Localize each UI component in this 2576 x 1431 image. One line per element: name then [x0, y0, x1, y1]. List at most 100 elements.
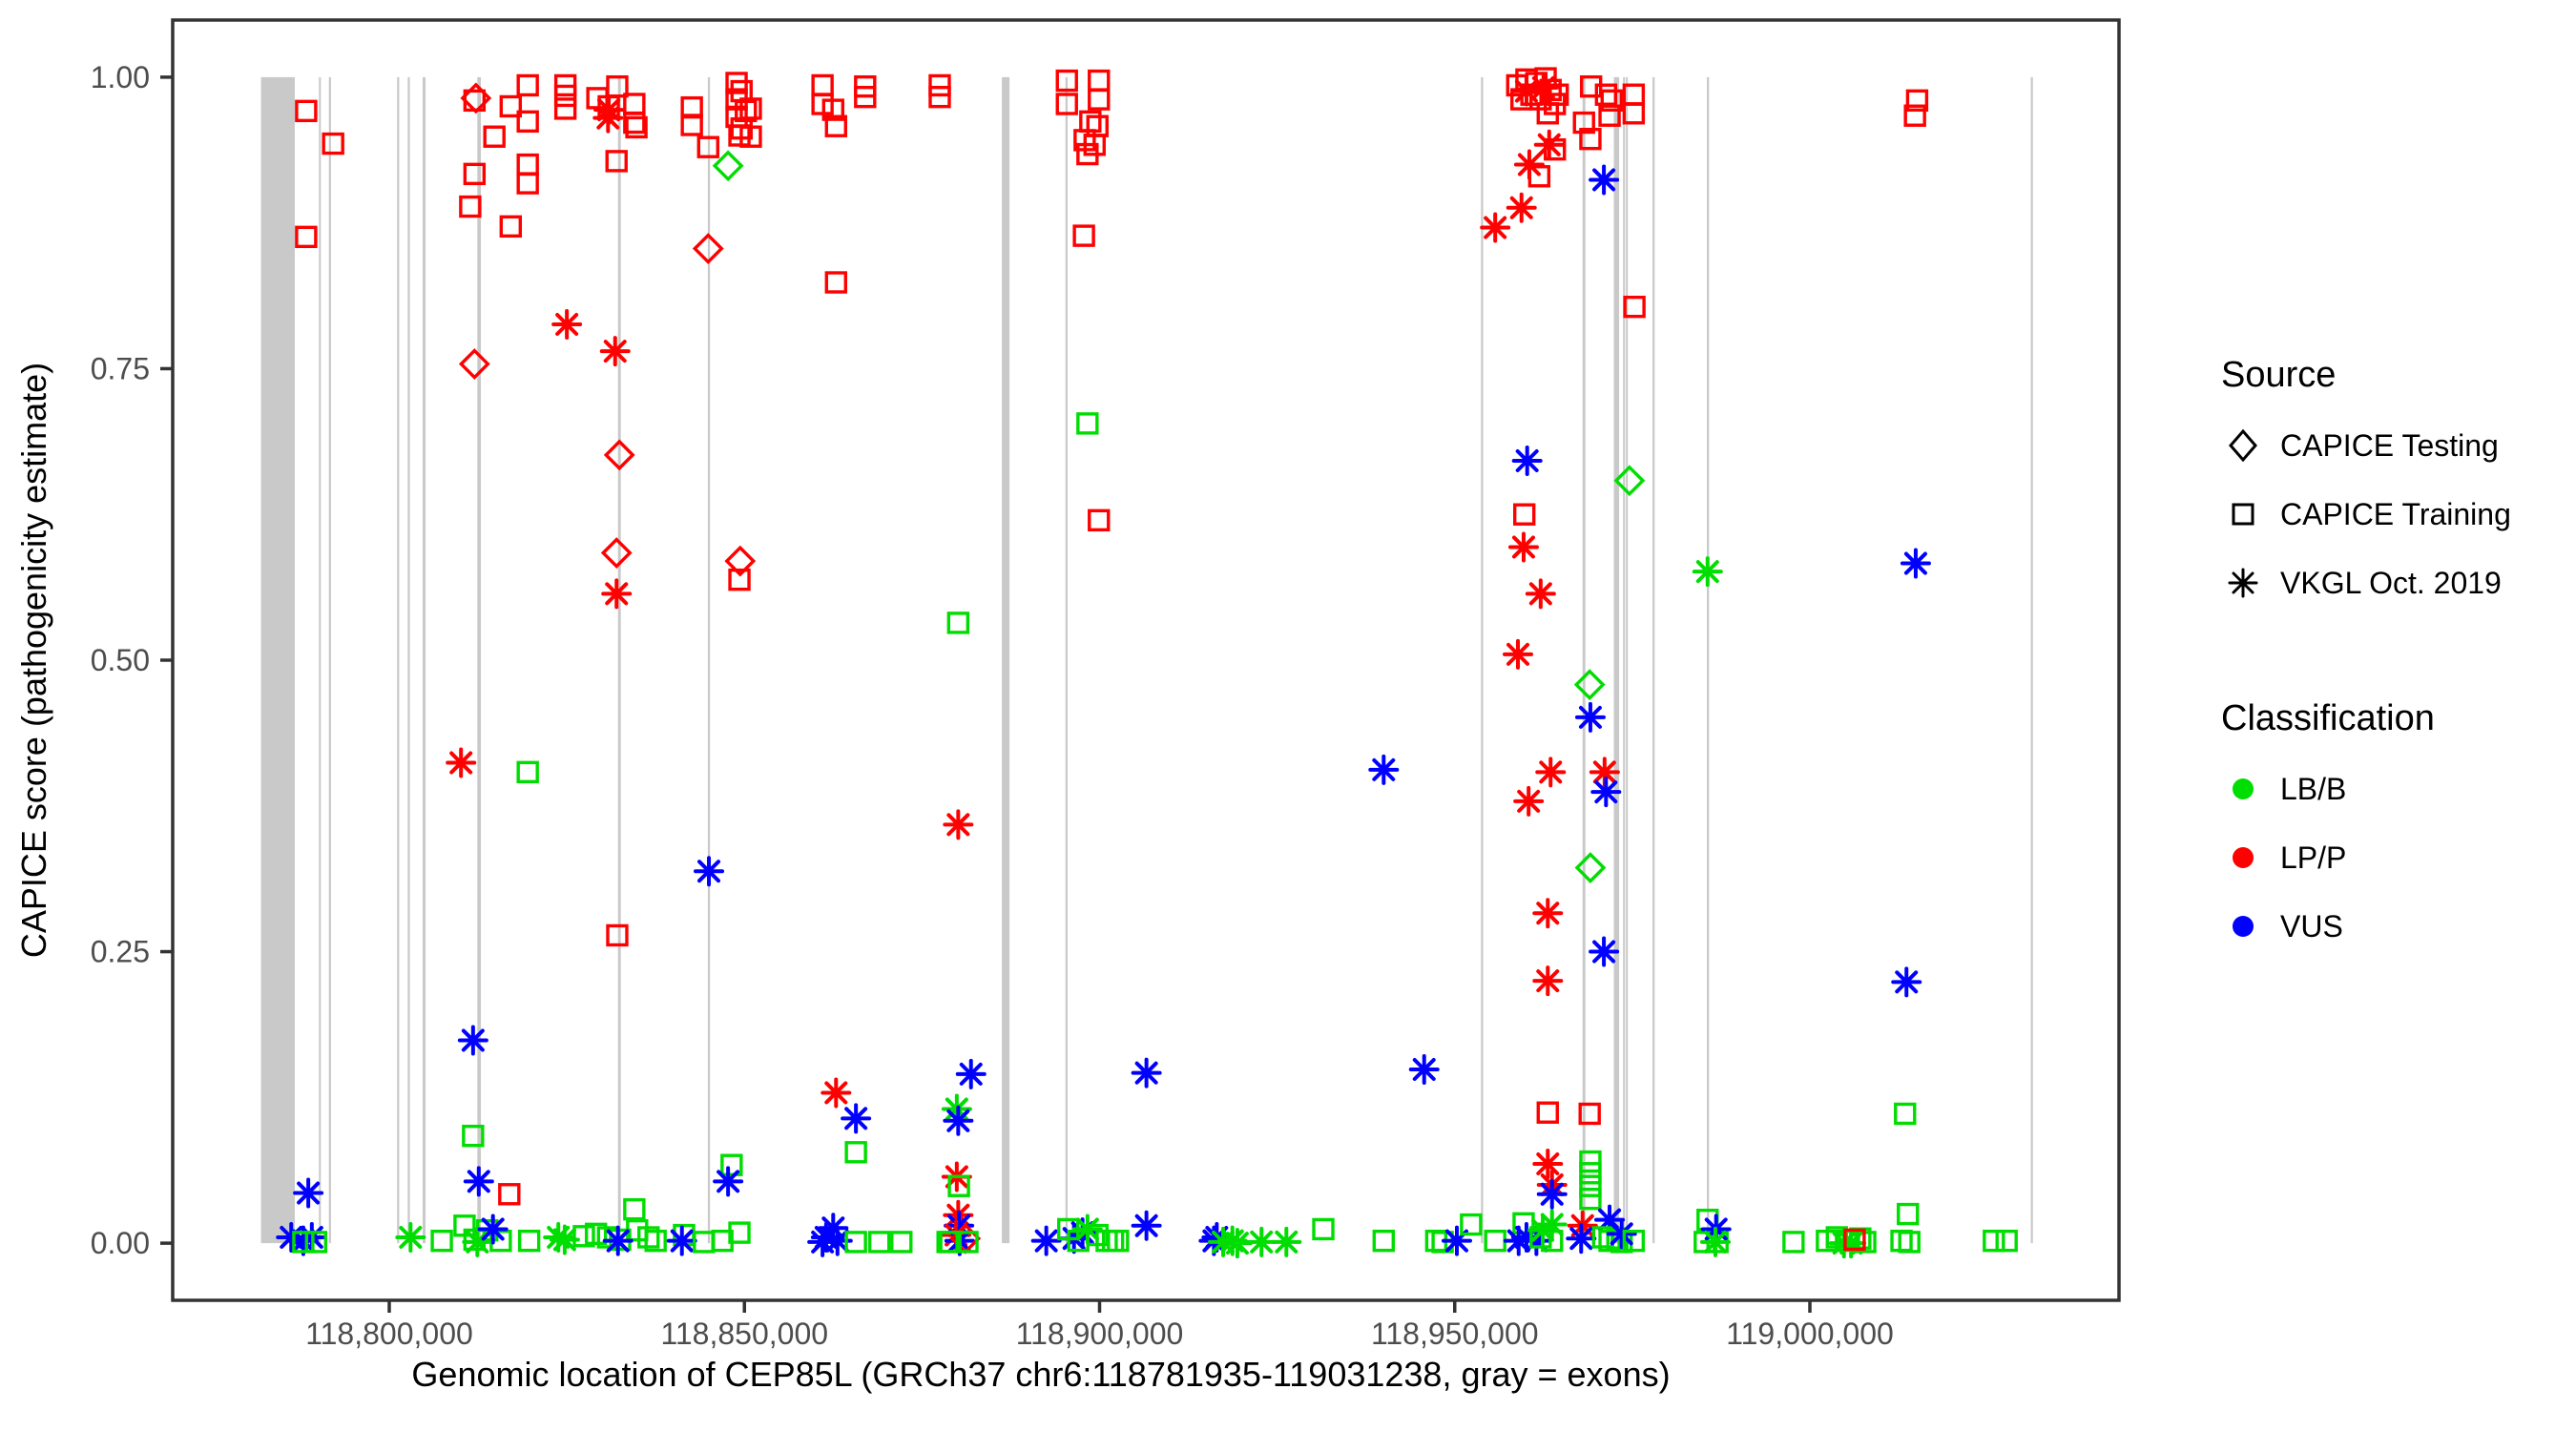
data-point	[458, 348, 490, 380]
data-point	[824, 271, 847, 294]
data-point	[463, 162, 487, 186]
data-point	[1622, 102, 1646, 125]
data-point	[1480, 212, 1511, 243]
legend-classification-title: Classification	[2221, 698, 2435, 738]
data-point	[1782, 1231, 1805, 1254]
data-point	[724, 545, 757, 577]
data-point	[1843, 1228, 1866, 1252]
exon-band	[2030, 76, 2033, 1244]
data-point	[293, 1177, 324, 1209]
data-point	[1533, 129, 1565, 160]
blue-dot-icon	[2221, 907, 2265, 945]
data-point	[1532, 965, 1564, 997]
exon-band	[397, 76, 400, 1244]
data-point	[1527, 72, 1559, 103]
red-dot-icon	[2221, 839, 2265, 877]
data-point	[1536, 102, 1559, 125]
data-point	[1598, 104, 1621, 127]
data-point	[943, 1105, 974, 1136]
data-point	[739, 125, 762, 148]
data-point	[1566, 1223, 1597, 1255]
data-point	[955, 1058, 987, 1089]
exon-band	[1652, 76, 1655, 1244]
data-point	[463, 1166, 494, 1197]
data-point	[1527, 165, 1551, 188]
data-point	[890, 1231, 913, 1254]
legend-classification: Classification LB/B LP/P VUS	[2221, 698, 2435, 961]
data-point	[516, 153, 539, 176]
data-point	[584, 1222, 608, 1246]
data-point	[605, 150, 628, 173]
x-axis-title: Genomic location of CEP85L (GRCh37 chr6:…	[411, 1355, 1670, 1394]
data-point	[516, 73, 539, 97]
data-point	[811, 73, 834, 97]
data-point	[1088, 69, 1111, 93]
data-point	[516, 760, 539, 784]
data-point	[1606, 1218, 1637, 1250]
data-point	[498, 1183, 521, 1206]
data-point	[844, 1231, 867, 1254]
data-point	[841, 1103, 872, 1134]
data-point	[1368, 754, 1400, 785]
data-point	[1408, 1054, 1440, 1085]
data-point	[462, 1124, 485, 1148]
legend-item-vus: VUS	[2221, 892, 2435, 961]
data-point	[1589, 936, 1620, 967]
y-tick-label: 0.50	[91, 643, 150, 677]
legend-label: CAPICE Testing	[2280, 427, 2499, 463]
data-point	[1890, 1229, 1913, 1253]
y-tick-label: 0.25	[91, 935, 150, 969]
data-point	[1894, 1102, 1917, 1126]
data-point	[295, 225, 318, 249]
data-point	[460, 82, 492, 114]
data-point	[1079, 110, 1102, 134]
exon-band	[319, 76, 322, 1244]
data-point	[1544, 137, 1567, 161]
square-icon	[2221, 495, 2265, 533]
exon-band	[477, 76, 482, 1244]
data-point	[1891, 966, 1922, 998]
data-point	[1598, 1229, 1621, 1253]
data-point	[1897, 1202, 1920, 1226]
x-tick-label: 118,850,000	[660, 1317, 828, 1351]
data-point	[1513, 503, 1536, 526]
data-point	[517, 1229, 541, 1253]
panel-border	[171, 18, 2121, 1302]
data-point	[1983, 1229, 2005, 1253]
exon-band	[707, 76, 711, 1244]
data-point	[1086, 114, 1109, 137]
y-axis-title: CAPICE score (pathogenicity estimate)	[14, 363, 53, 958]
exon-band	[1613, 76, 1620, 1244]
data-point	[1529, 1226, 1552, 1249]
data-point	[1460, 1213, 1483, 1236]
data-point	[1699, 1226, 1731, 1257]
data-point	[947, 1174, 970, 1197]
data-point	[603, 439, 635, 471]
data-point	[1441, 1225, 1472, 1256]
green-dot-icon	[2221, 770, 2265, 808]
data-point	[304, 1231, 328, 1254]
data-point	[1532, 898, 1564, 929]
data-point	[728, 568, 751, 591]
data-point	[1594, 83, 1618, 106]
data-point	[322, 132, 344, 156]
data-point	[1536, 1178, 1568, 1210]
legend-item-capice-training: CAPICE Training	[2221, 480, 2511, 549]
data-point	[1579, 127, 1602, 151]
y-tick-label: 1.00	[91, 60, 150, 94]
exon-band	[617, 76, 621, 1244]
data-point	[601, 578, 633, 610]
diamond-icon	[2221, 426, 2265, 465]
data-point	[446, 747, 477, 778]
data-point	[623, 1197, 646, 1221]
data-point	[1535, 757, 1567, 788]
data-point	[680, 114, 703, 136]
data-point	[462, 1226, 493, 1257]
data-point	[1525, 578, 1556, 610]
data-point	[572, 1225, 595, 1248]
legend-item-lbb: LB/B	[2221, 755, 2435, 823]
x-tick-label: 118,900,000	[1016, 1317, 1184, 1351]
data-point	[592, 102, 624, 134]
legend-item-vkgl: VKGL Oct. 2019	[2221, 549, 2511, 617]
